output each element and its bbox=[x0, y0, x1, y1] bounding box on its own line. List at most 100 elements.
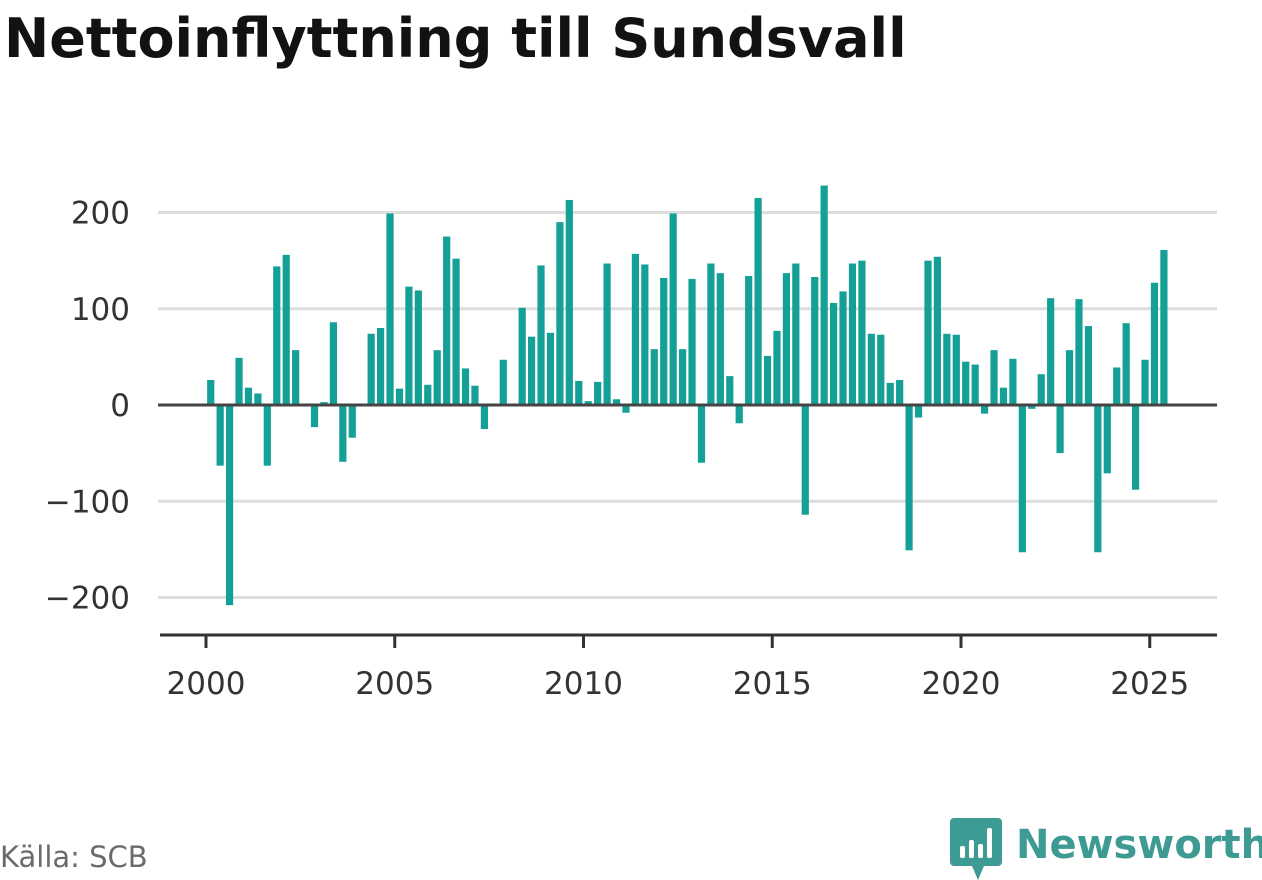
bar bbox=[660, 277, 668, 405]
bar bbox=[622, 405, 630, 413]
bar bbox=[244, 387, 253, 405]
bar bbox=[914, 405, 923, 418]
bar bbox=[1084, 326, 1093, 405]
bar bbox=[678, 349, 687, 405]
bar bbox=[896, 379, 904, 405]
bar bbox=[348, 405, 356, 438]
bar bbox=[1056, 405, 1064, 454]
bar bbox=[603, 263, 611, 405]
bar bbox=[527, 336, 536, 405]
bar bbox=[990, 350, 998, 405]
bar bbox=[745, 276, 753, 405]
bar bbox=[414, 290, 422, 405]
bar bbox=[1037, 374, 1045, 405]
brand-logo: Newsworthy bbox=[950, 818, 1262, 880]
bar bbox=[962, 361, 970, 405]
bar bbox=[811, 276, 819, 405]
bar bbox=[424, 384, 432, 405]
bar bbox=[763, 355, 772, 405]
bar bbox=[1028, 405, 1036, 409]
bar bbox=[443, 236, 451, 405]
bar bbox=[773, 330, 781, 405]
bar bbox=[339, 405, 347, 462]
bar bbox=[1047, 298, 1055, 405]
bar bbox=[726, 376, 734, 406]
x-tick-label: 2005 bbox=[355, 666, 434, 702]
bar bbox=[433, 350, 441, 405]
bar bbox=[1141, 359, 1149, 405]
bar bbox=[1122, 323, 1130, 405]
bar bbox=[782, 273, 791, 405]
bar bbox=[1094, 405, 1102, 553]
bar bbox=[461, 368, 470, 405]
bar bbox=[386, 213, 394, 405]
bar bbox=[848, 263, 857, 405]
bar bbox=[452, 258, 460, 405]
bar bbox=[1065, 350, 1074, 405]
bar bbox=[556, 222, 564, 406]
bar bbox=[273, 266, 281, 405]
chart-title: Nettoinflyttning till Sundsvall bbox=[4, 7, 907, 70]
y-tick-label: 0 bbox=[110, 388, 130, 424]
bar bbox=[820, 185, 828, 405]
bar bbox=[877, 334, 885, 405]
bar bbox=[933, 256, 942, 405]
bar bbox=[405, 286, 413, 405]
newsworthy-logo-icon bbox=[950, 818, 1002, 880]
x-tick-label: 2025 bbox=[1110, 666, 1189, 702]
bar bbox=[565, 199, 573, 405]
bar bbox=[395, 388, 404, 405]
bar bbox=[754, 198, 762, 405]
bar bbox=[688, 278, 696, 405]
y-tick-labels: 200 100 0 −100 −200 bbox=[45, 196, 130, 617]
bar bbox=[839, 291, 847, 405]
bar bbox=[263, 405, 271, 466]
bar bbox=[612, 399, 621, 405]
bar bbox=[886, 382, 894, 405]
bar bbox=[650, 349, 658, 405]
bar bbox=[207, 379, 215, 405]
y-tick-label: −200 bbox=[45, 581, 130, 617]
bar bbox=[1150, 282, 1159, 405]
bar bbox=[1018, 405, 1026, 553]
x-tick-label: 2020 bbox=[922, 666, 1001, 702]
bar bbox=[518, 307, 526, 405]
bar bbox=[801, 405, 809, 515]
bar bbox=[697, 405, 706, 463]
source-note: Källa: SCB bbox=[0, 840, 148, 874]
bar bbox=[584, 401, 592, 405]
bar bbox=[292, 350, 300, 405]
bar bbox=[631, 253, 640, 405]
bar bbox=[594, 381, 602, 405]
bar bbox=[792, 263, 800, 405]
bar bbox=[858, 260, 866, 406]
bar bbox=[905, 405, 913, 551]
bar bbox=[216, 405, 224, 466]
brand-name: Newsworthy bbox=[1016, 822, 1262, 868]
bar bbox=[867, 333, 875, 405]
bar bbox=[999, 387, 1008, 405]
x-tick-label: 2015 bbox=[733, 666, 812, 702]
bar bbox=[707, 263, 715, 405]
bar bbox=[1009, 358, 1017, 405]
bar bbox=[235, 357, 243, 405]
bar bbox=[980, 405, 989, 414]
bar bbox=[499, 359, 507, 405]
bar bbox=[254, 393, 262, 405]
bar bbox=[924, 260, 932, 406]
y-tick-label: −100 bbox=[45, 484, 130, 520]
bar bbox=[282, 254, 290, 405]
bar bbox=[575, 380, 583, 405]
x-axis bbox=[160, 633, 1217, 648]
bar bbox=[310, 405, 319, 428]
bar bbox=[367, 333, 375, 405]
y-tick-label: 200 bbox=[71, 196, 130, 232]
bar bbox=[1103, 405, 1111, 474]
bar bbox=[376, 328, 385, 405]
bar bbox=[943, 333, 951, 405]
bar bbox=[1160, 250, 1168, 405]
bar bbox=[1131, 405, 1140, 490]
bar bbox=[537, 265, 545, 405]
bar bbox=[829, 302, 838, 405]
